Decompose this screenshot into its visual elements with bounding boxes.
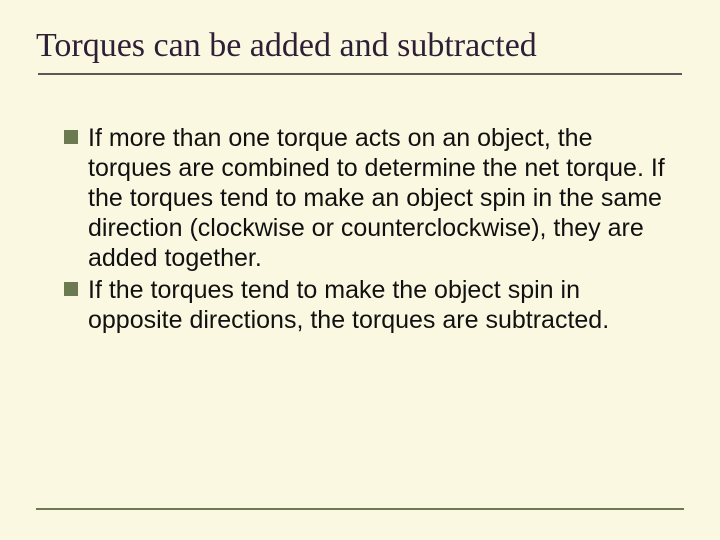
bullet-text: If the torques tend to make the object s… [88,275,676,335]
footer-rule [36,508,684,510]
slide-body: If more than one torque acts on an objec… [36,123,684,335]
list-item: If more than one torque acts on an objec… [64,123,676,273]
square-bullet-icon [64,130,78,144]
slide: Torques can be added and subtracted If m… [0,0,720,540]
title-underline [38,73,682,75]
square-bullet-icon [64,282,78,296]
bullet-text: If more than one torque acts on an objec… [88,123,676,273]
list-item: If the torques tend to make the object s… [64,275,676,335]
slide-title: Torques can be added and subtracted [36,26,684,65]
